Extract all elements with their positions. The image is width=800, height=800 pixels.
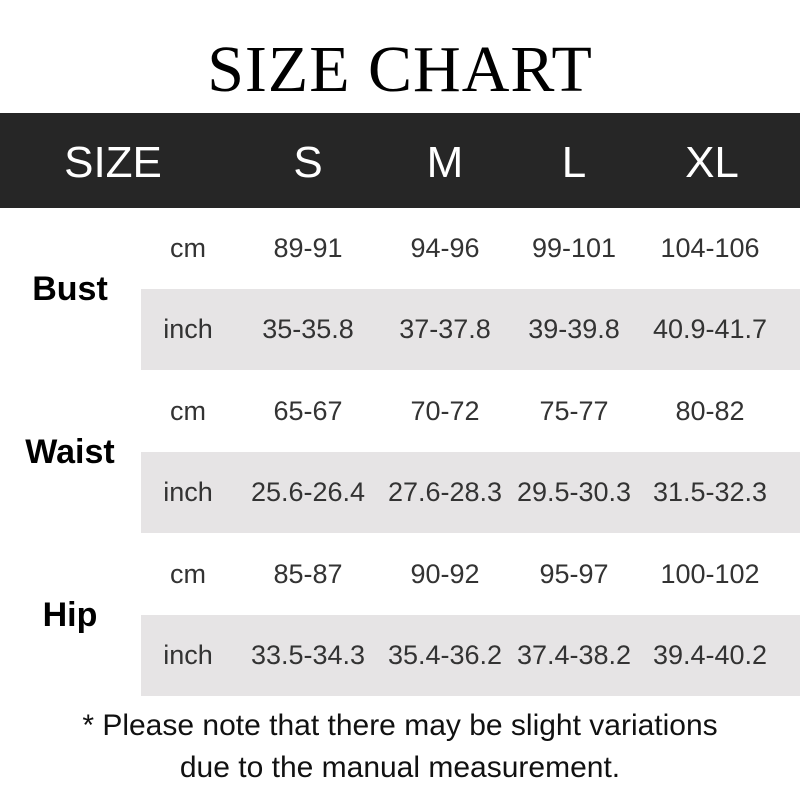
unit-label: inch	[163, 314, 213, 344]
table-cell: 35.4-36.2	[387, 640, 503, 670]
table-row-inch: inch 25.6-26.4 27.6-28.3 29.5-30.3 31.5-32.3	[141, 452, 800, 533]
unit-label: inch	[163, 477, 213, 507]
table-cell: 29.5-30.3	[516, 477, 632, 507]
footnote-line-1: * Please note that there may be slight v…	[82, 709, 718, 742]
table-cell: 80-82	[675, 396, 745, 426]
table-cell: 75-77	[539, 396, 609, 426]
table-cell: 40.9-41.7	[652, 314, 768, 344]
table-cell: 95-97	[539, 559, 609, 589]
page-title: SIZE CHART	[207, 33, 593, 106]
table-cell: 65-67	[273, 396, 343, 426]
table-cell: 99-101	[531, 233, 617, 263]
measure-group-waist: Waist cm 65-67 70-72 75-77 80-82 inch 25.6-26.4…	[0, 371, 800, 534]
header-s: S	[293, 138, 323, 187]
table-cell: 33.5-34.3	[250, 640, 366, 670]
unit-label: inch	[163, 640, 213, 670]
table-cell: 85-87	[273, 559, 343, 589]
header-size: SIZE	[64, 138, 162, 187]
table-cell: 70-72	[410, 396, 480, 426]
measure-label: Hip	[42, 596, 98, 634]
header-m: M	[426, 138, 464, 187]
table-cell: 100-102	[660, 559, 760, 589]
table-cell: 90-92	[410, 559, 480, 589]
table-cell: 89-91	[273, 233, 343, 263]
table-row-inch: inch 33.5-34.3 35.4-36.2 37.4-38.2 39.4-40.2	[141, 615, 800, 696]
table-row-cm: cm 89-91 94-96 99-101 104-106	[141, 208, 800, 289]
table-cell: 27.6-28.3	[387, 477, 503, 507]
footnote-line-2: due to the manual measurement.	[179, 751, 621, 784]
header-xl: XL	[685, 138, 739, 187]
size-header-row: SIZE S M L XL	[0, 113, 800, 208]
footnote: * Please note that there may be slight v…	[0, 705, 800, 789]
header-l: L	[561, 138, 587, 187]
table-cell: 37-37.8	[399, 314, 491, 344]
table-row-cm: cm 65-67 70-72 75-77 80-82	[141, 371, 800, 452]
unit-label: cm	[170, 233, 206, 263]
table-cell: 104-106	[660, 233, 760, 263]
measure-group-hip: Hip cm 85-87 90-92 95-97 100-102 inch 33.5-34.3…	[0, 534, 800, 697]
table-row-inch: inch 35-35.8 37-37.8 39-39.8 40.9-41.7	[141, 289, 800, 370]
unit-label: cm	[170, 559, 206, 589]
table-cell: 37.4-38.2	[516, 640, 632, 670]
table-cell: 25.6-26.4	[250, 477, 366, 507]
table-cell: 39.4-40.2	[652, 640, 768, 670]
measure-label: Waist	[25, 433, 115, 471]
table-cell: 94-96	[410, 233, 480, 263]
table-cell: 39-39.8	[528, 314, 620, 344]
table-cell: 35-35.8	[262, 314, 354, 344]
table-row-cm: cm 85-87 90-92 95-97 100-102	[141, 534, 800, 615]
measure-group-bust: Bust cm 89-91 94-96 99-101 104-106 inch 35-35.8…	[0, 208, 800, 371]
table-cell: 31.5-32.3	[652, 477, 768, 507]
measure-label: Bust	[32, 270, 108, 308]
unit-label: cm	[170, 396, 206, 426]
